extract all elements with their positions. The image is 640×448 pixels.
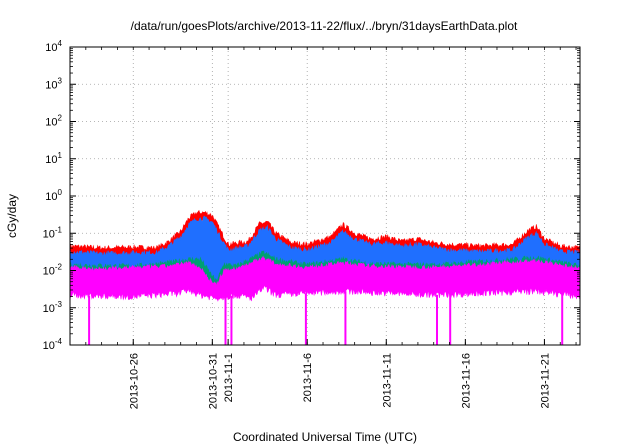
x-tick-label: 2013-10-26 (128, 353, 140, 409)
y-tick-label: 10-3 (43, 300, 63, 315)
y-axis: 10-4 10-3 10-2 10-1 100 101 102 103 104 (43, 39, 580, 352)
x-tick-label: 2013-11-11 (381, 353, 393, 408)
x-tick-label: 2013-11-16 (460, 353, 472, 408)
x-axis: 2013-10-26 2013-10-31 2013-11-1 2013-11-6 20… (85, 47, 577, 409)
x-tick-label: 2013-11-6 (302, 353, 314, 402)
x-tick-label: 2013-11-1 (223, 353, 235, 402)
y-tick-label: 101 (45, 151, 62, 166)
x-axis-label: Coordinated Universal Time (UTC) (233, 430, 417, 444)
x-tick-label: 2013-10-31 (207, 353, 219, 409)
y-tick-label: 10-2 (43, 263, 63, 278)
y-tick-label: 103 (45, 76, 62, 91)
y-tick-label: 10-4 (43, 337, 63, 352)
plot-area (69, 209, 581, 345)
y-axis-label: cGy/day (5, 194, 19, 238)
y-tick-label: 10-1 (43, 225, 63, 240)
y-tick-label: 100 (45, 188, 62, 203)
y-tick-label: 104 (45, 39, 62, 54)
chart-title: /data/run/goesPlots/archive/2013-11-22/f… (131, 19, 518, 33)
x-tick-label: 2013-11-21 (539, 353, 551, 408)
y-tick-label: 102 (45, 114, 62, 129)
